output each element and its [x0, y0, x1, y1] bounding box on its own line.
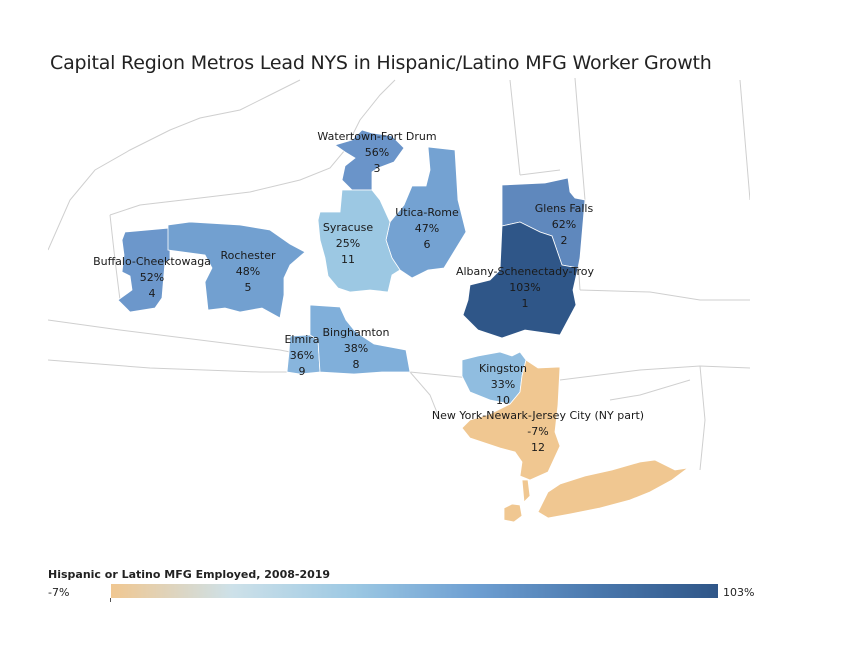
label-utica-rank: 6 [424, 238, 431, 251]
label-rochester-rank: 5 [245, 281, 252, 294]
region-nyc-manhattan[interactable] [521, 479, 531, 503]
label-kingston-rank: 10 [496, 394, 510, 407]
label-syracuse-rank: 11 [341, 253, 355, 266]
label-buffalo-name: Buffalo-Cheektowaga [93, 255, 211, 268]
label-albany-name: Albany-Schenectady-Troy [456, 265, 595, 278]
label-buffalo-pct: 52% [140, 271, 164, 284]
label-nyc-rank: 12 [531, 441, 545, 454]
label-rochester-name: Rochester [221, 249, 276, 262]
label-nyc-pct: -7% [527, 425, 548, 438]
region-nyc[interactable] [461, 359, 561, 481]
region-syracuse[interactable] [317, 189, 401, 293]
map-title: Capital Region Metros Lead NYS in Hispan… [50, 52, 712, 74]
basemap-outlines [48, 78, 750, 471]
region-nyc-long-island[interactable] [537, 459, 689, 519]
label-watertown-name: Watertown-Fort Drum [317, 130, 436, 143]
region-binghamton[interactable] [309, 304, 411, 375]
legend-title: Hispanic or Latino MFG Employed, 2008-20… [48, 568, 331, 581]
label-kingston-name: Kingston [479, 362, 527, 375]
label-watertown-pct: 56% [365, 146, 389, 159]
label-glens-falls-pct: 62% [552, 218, 576, 231]
label-watertown-rank: 3 [374, 162, 381, 175]
label-binghamton-pct: 38% [344, 342, 368, 355]
legend-tick [110, 598, 111, 602]
label-elmira-name: Elmira [284, 333, 319, 346]
label-nyc-name: New York-Newark-Jersey City (NY part) [432, 409, 644, 422]
label-glens-falls-rank: 2 [561, 234, 568, 247]
region-rochester[interactable] [167, 221, 306, 319]
label-albany-rank: 1 [522, 297, 529, 310]
region-buffalo[interactable] [117, 227, 171, 313]
label-glens-falls-name: Glens Falls [535, 202, 594, 215]
label-syracuse-pct: 25% [336, 237, 360, 250]
region-nyc-islands[interactable] [503, 503, 523, 523]
region-labels: Watertown-Fort Drum 56% 3 Utica-Rome 47%… [93, 130, 644, 454]
region-albany[interactable] [462, 221, 579, 339]
label-rochester-pct: 48% [236, 265, 260, 278]
map-svg: Watertown-Fort Drum 56% 3 Utica-Rome 47%… [48, 78, 750, 523]
label-utica-pct: 47% [415, 222, 439, 235]
map-canvas[interactable]: Watertown-Fort Drum 56% 3 Utica-Rome 47%… [48, 78, 750, 538]
label-utica-name: Utica-Rome [395, 206, 459, 219]
region-watertown[interactable] [334, 129, 405, 191]
label-binghamton-rank: 8 [353, 358, 360, 371]
label-buffalo-rank: 4 [149, 287, 156, 300]
legend-max-label: 103% [723, 586, 755, 599]
label-elmira-rank: 9 [299, 365, 306, 378]
label-kingston-pct: 33% [491, 378, 515, 391]
legend-color-bar [111, 584, 718, 598]
label-syracuse-name: Syracuse [323, 221, 374, 234]
label-elmira-pct: 36% [290, 349, 314, 362]
label-binghamton-name: Binghamton [323, 326, 390, 339]
label-albany-pct: 103% [509, 281, 540, 294]
legend-min-label: -7% [48, 586, 70, 599]
